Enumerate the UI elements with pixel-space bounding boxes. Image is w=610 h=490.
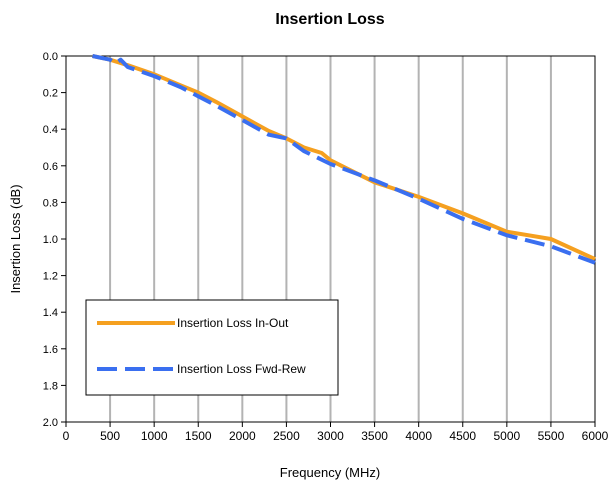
series-line-in-out	[92, 54, 596, 261]
x-tick-label: 3000	[317, 429, 344, 443]
x-tick-label: 1500	[185, 429, 212, 443]
legend: Insertion Loss In-Out Insertion Loss Fwd…	[85, 299, 339, 396]
y-tick-label: 0.8	[43, 197, 58, 209]
x-axis-label: Frequency (MHz)	[280, 465, 380, 480]
x-tick-label: 5000	[493, 429, 520, 443]
chart-title: Insertion Loss	[275, 11, 384, 28]
y-tick-label: 1.0	[43, 234, 58, 246]
y-tick-label: 1.6	[43, 344, 58, 356]
y-tick-label: 2.0	[43, 417, 58, 429]
x-tick-label: 0	[63, 429, 70, 443]
legend-box	[85, 299, 339, 396]
y-tick-label: 1.2	[43, 271, 58, 283]
y-axis-label: Insertion Loss (dB)	[8, 184, 23, 293]
x-tick-label: 1000	[141, 429, 168, 443]
x-tick-label: 2500	[273, 429, 300, 443]
x-tick-label: 500	[100, 429, 120, 443]
series-line-fwd-rew	[92, 54, 596, 265]
x-tick-label: 4500	[449, 429, 476, 443]
y-tick-label: 1.8	[43, 380, 58, 392]
grid-lines	[109, 56, 552, 422]
series-lines	[92, 54, 596, 265]
legend-label-fwd-rew: Insertion Loss Fwd-Rew	[177, 362, 306, 376]
y-tick-label: 0.6	[43, 161, 58, 173]
y-tick-label: 0.2	[43, 88, 58, 100]
axis-ticks: 0 500 1000 1500 2000 2500 3000 3500 4000 4500 5000…	[43, 51, 609, 443]
x-tick-label: 2000	[229, 429, 256, 443]
x-tick-label: 5500	[538, 429, 565, 443]
x-tick-label: 4000	[405, 429, 432, 443]
y-tick-label: 1.4	[43, 307, 58, 319]
y-tick-label: 0.4	[43, 124, 58, 136]
x-tick-label: 6000	[582, 429, 609, 443]
y-tick-label: 0.0	[43, 51, 58, 63]
x-tick-label: 3500	[361, 429, 388, 443]
legend-label-in-out: Insertion Loss In-Out	[177, 316, 289, 330]
